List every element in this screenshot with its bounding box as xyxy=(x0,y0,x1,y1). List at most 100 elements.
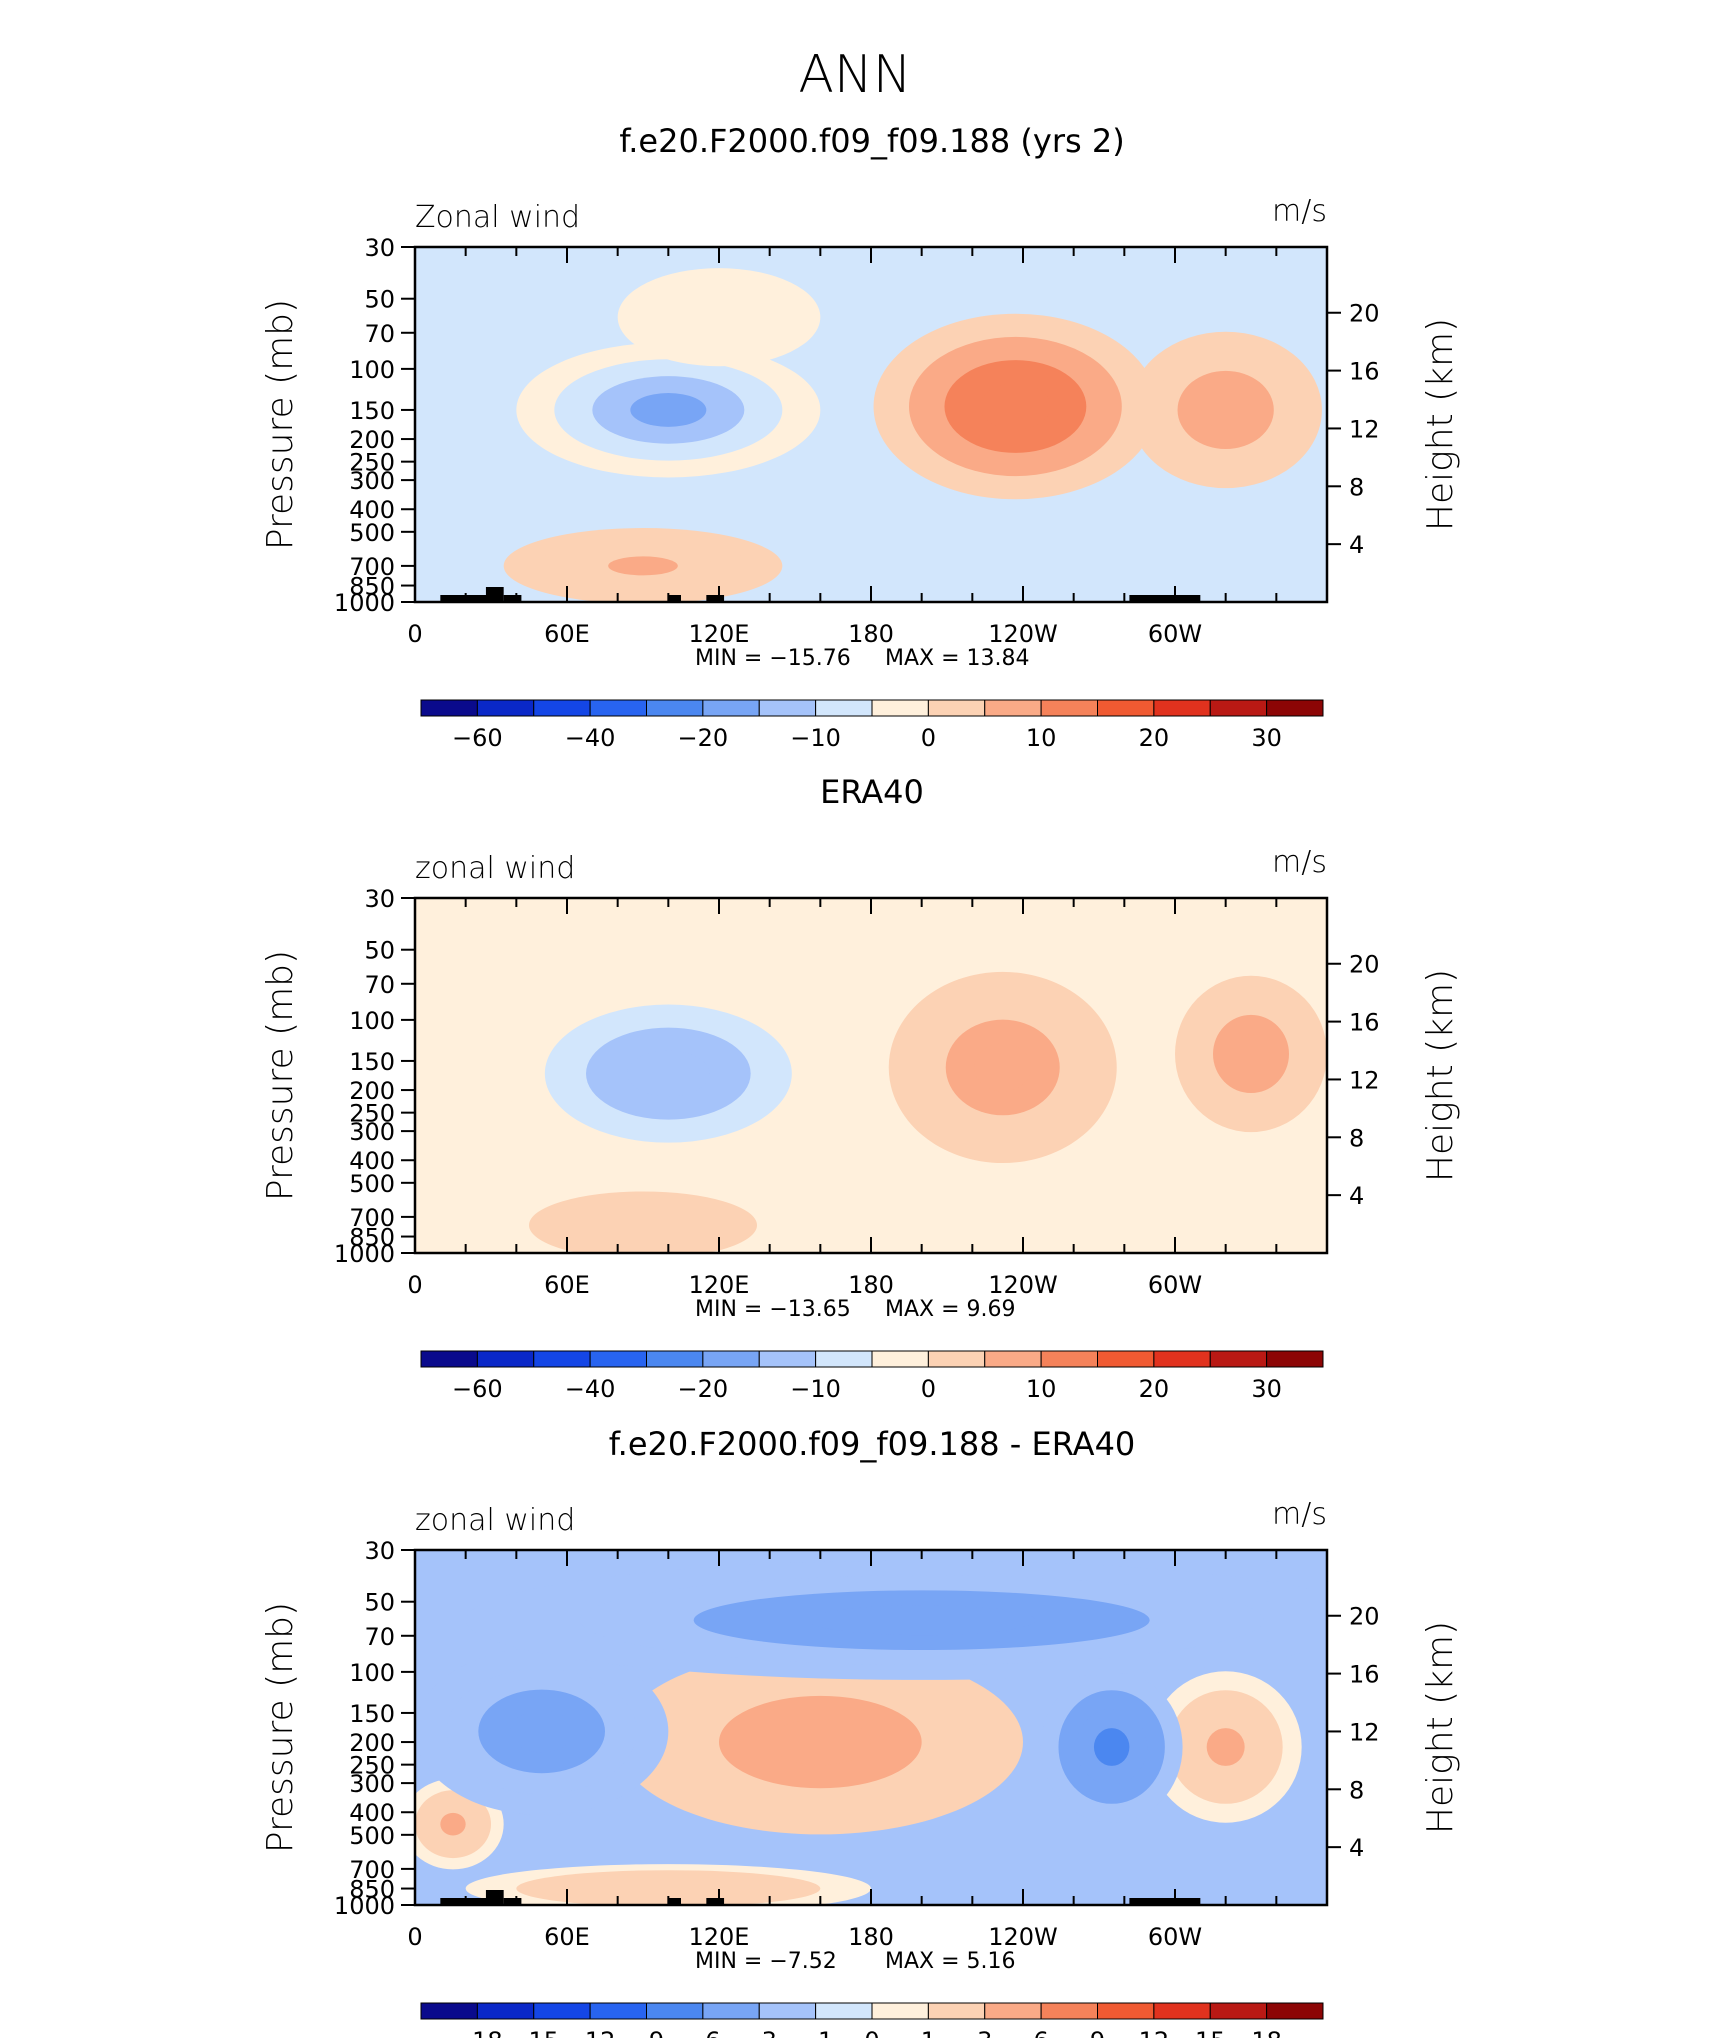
units-label: m/s xyxy=(1272,194,1327,229)
contour-region-4 xyxy=(1093,1728,1130,1766)
longitude-tick-label: 120W xyxy=(988,620,1058,648)
height-tick-label: 8 xyxy=(1349,1776,1364,1804)
colorbar-swatch xyxy=(1266,1350,1324,1368)
colorbar-tick-label: −20 xyxy=(678,1375,729,1403)
height-tick-label: 12 xyxy=(1349,415,1380,443)
colorbar-tick-label: 0 xyxy=(864,2027,879,2038)
longitude-tick-label: 120E xyxy=(689,1271,750,1299)
pressure-tick-label: 250 xyxy=(349,1100,395,1128)
colorbar-swatch xyxy=(1153,2002,1211,2020)
pressure-tick-label: 250 xyxy=(349,1752,395,1780)
colorbar: −60 −40 −20 −10 0 10 20 30 xyxy=(420,1350,1324,1403)
pressure-tick-label: 200 xyxy=(349,426,395,454)
colorbar-swatch xyxy=(758,699,817,717)
colorbar-swatch xyxy=(1040,699,1098,717)
longitude-tick-label: 120E xyxy=(689,1923,750,1951)
colorbar-swatch xyxy=(1153,699,1211,717)
contour-region-2 xyxy=(1206,1728,1245,1766)
colorbar-swatch xyxy=(1266,699,1324,717)
pressure-tick-label: 700 xyxy=(349,1856,395,1884)
pressure-tick-label: 200 xyxy=(349,1077,395,1105)
pressure-tick-label: 850 xyxy=(349,573,395,601)
colorbar-swatch xyxy=(420,699,478,717)
contour-region-5 xyxy=(510,1710,574,1753)
pressure-tick-label: 100 xyxy=(349,1007,395,1035)
contour-region-4 xyxy=(608,556,678,576)
colorbar-swatch xyxy=(1097,2002,1155,2020)
y-axis-title: Pressure (mb) xyxy=(260,950,301,1201)
pressure-tick-label: 400 xyxy=(349,1147,395,1175)
colorbar-swatch xyxy=(589,699,647,717)
colorbar-swatch xyxy=(927,699,986,717)
colorbar-swatch xyxy=(1097,1350,1155,1368)
pressure-tick-label: 1000 xyxy=(334,589,395,617)
longitude-tick-label: 60W xyxy=(1148,1271,1202,1299)
longitude-tick-label: 120W xyxy=(988,1923,1058,1951)
pressure-tick-label: 500 xyxy=(349,1822,395,1850)
y2-axis-title: Height (km) xyxy=(1420,318,1461,531)
contour-region-1 xyxy=(769,1718,871,1766)
colorbar-tick-label: −3 xyxy=(742,2027,777,2038)
height-tick-label: 20 xyxy=(1349,951,1380,979)
longitude-tick-label: 120W xyxy=(988,1271,1058,1299)
colorbar-swatch xyxy=(1266,2002,1324,2020)
colorbar: −18 −15 −12 −9 −6 −3 −1 0 1 3 6 9 12 15 18 xyxy=(420,2002,1324,2038)
units-label: m/s xyxy=(1272,845,1327,880)
terrain-block xyxy=(706,595,725,602)
colorbar-tick-label: −10 xyxy=(790,1375,841,1403)
longitude-tick-label: 60W xyxy=(1148,620,1202,648)
colorbar-swatch xyxy=(702,699,760,717)
longitude-tick-label: 0 xyxy=(407,1271,422,1299)
height-tick-label: 12 xyxy=(1349,1718,1380,1746)
terrain-block xyxy=(1129,595,1201,602)
colorbar-tick-label: 12 xyxy=(1139,2027,1170,2038)
contour-region-5 xyxy=(693,304,745,330)
min-value: MIN = −13.65 xyxy=(695,1297,851,1322)
height-tick-label: 16 xyxy=(1349,1009,1380,1037)
pressure-tick-label: 70 xyxy=(364,320,395,348)
pressure-tick-label: 70 xyxy=(364,1623,395,1651)
height-tick-label: 4 xyxy=(1349,1834,1364,1862)
height-tick-label: 8 xyxy=(1349,1124,1364,1152)
colorbar-swatch xyxy=(871,1350,929,1368)
colorbar-swatch xyxy=(927,1350,986,1368)
colorbar-tick-label: 10 xyxy=(1026,724,1057,752)
contour-field xyxy=(415,898,1327,1253)
terrain-block xyxy=(668,595,681,602)
colorbar-tick-label: 1 xyxy=(921,2027,936,2038)
colorbar-swatch xyxy=(533,1350,591,1368)
colorbar-tick-label: −20 xyxy=(678,724,729,752)
height-tick-label: 4 xyxy=(1349,531,1364,559)
terrain-block xyxy=(485,587,504,602)
height-tick-label: 16 xyxy=(1349,1661,1380,1689)
y-axis-title: Pressure (mb) xyxy=(260,1602,301,1853)
pressure-tick-label: 30 xyxy=(364,234,395,262)
colorbar-swatch xyxy=(646,699,704,717)
colorbar-swatch xyxy=(702,2002,760,2020)
pressure-tick-label: 70 xyxy=(364,971,395,999)
colorbar-swatch xyxy=(758,2002,817,2020)
contour-region-5 xyxy=(1137,1222,1213,1239)
longitude-tick-label: 180 xyxy=(848,620,894,648)
contour-field xyxy=(415,1550,1327,1905)
contour-region-1 xyxy=(974,1043,1032,1092)
colorbar-tick-label: 15 xyxy=(1195,2027,1226,2038)
longitude-tick-label: 180 xyxy=(848,1271,894,1299)
pressure-tick-label: 400 xyxy=(349,496,395,524)
colorbar-tick-label: 30 xyxy=(1251,724,1282,752)
colorbar-swatch xyxy=(1209,699,1268,717)
panel-title: f.e20.F2000.f09_f09.188 - ERA40 xyxy=(609,1425,1136,1463)
colorbar-swatch xyxy=(476,2002,535,2020)
contour-field xyxy=(415,247,1327,602)
pressure-tick-label: 30 xyxy=(364,1537,395,1565)
colorbar-tick-label: 3 xyxy=(977,2027,992,2038)
colorbar-tick-label: −12 xyxy=(565,2027,616,2038)
longitude-tick-label: 180 xyxy=(848,1923,894,1951)
terrain-block xyxy=(706,1898,725,1905)
colorbar-swatch xyxy=(1209,2002,1268,2020)
colorbar-tick-label: 20 xyxy=(1139,724,1170,752)
pressure-tick-label: 30 xyxy=(364,885,395,913)
colorbar-tick-label: −1 xyxy=(798,2027,833,2038)
colorbar-tick-label: 9 xyxy=(1090,2027,1105,2038)
